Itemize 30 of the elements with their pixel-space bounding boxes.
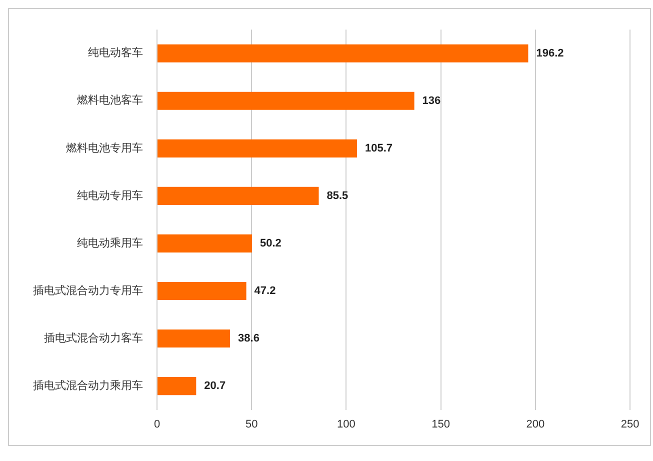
y-tick-label: 纯电动乘用车 bbox=[77, 236, 143, 250]
y-tick-label: 燃料电池专用车 bbox=[66, 141, 143, 154]
data-label: 38.6 bbox=[238, 332, 260, 345]
bar bbox=[158, 329, 230, 348]
x-tick-label: 250 bbox=[620, 418, 640, 430]
data-label: 20.7 bbox=[204, 380, 226, 392]
bar bbox=[158, 377, 196, 396]
bar bbox=[158, 44, 528, 62]
data-label: 47.2 bbox=[254, 285, 276, 298]
y-tick-label: 插电式混合动力乘用车 bbox=[33, 378, 143, 392]
bar bbox=[158, 186, 319, 205]
x-tick-label: 50 bbox=[245, 418, 258, 430]
x-tick-label: 100 bbox=[337, 418, 356, 430]
data-label: 196.2 bbox=[536, 47, 564, 60]
data-label: 50.2 bbox=[260, 237, 282, 250]
x-tick-label: 150 bbox=[432, 418, 450, 430]
bar bbox=[158, 282, 246, 300]
y-tick-label: 纯电动客车 bbox=[88, 46, 143, 60]
y-tick-label: 纯电动专用车 bbox=[77, 188, 143, 202]
y-tick-label: 插电式混合动力专用车 bbox=[33, 284, 143, 297]
data-label: 85.5 bbox=[326, 190, 348, 202]
data-label: 136 bbox=[422, 94, 441, 107]
x-tick-label: 200 bbox=[526, 418, 545, 430]
x-tick-label: 0 bbox=[154, 418, 160, 430]
y-tick-label: 插电式混合动力客车 bbox=[44, 331, 143, 344]
bar bbox=[158, 92, 414, 110]
data-label: 105.7 bbox=[364, 142, 393, 154]
y-tick-label: 燃料电池客车 bbox=[77, 94, 143, 107]
bar bbox=[158, 139, 357, 158]
bar bbox=[158, 234, 252, 252]
